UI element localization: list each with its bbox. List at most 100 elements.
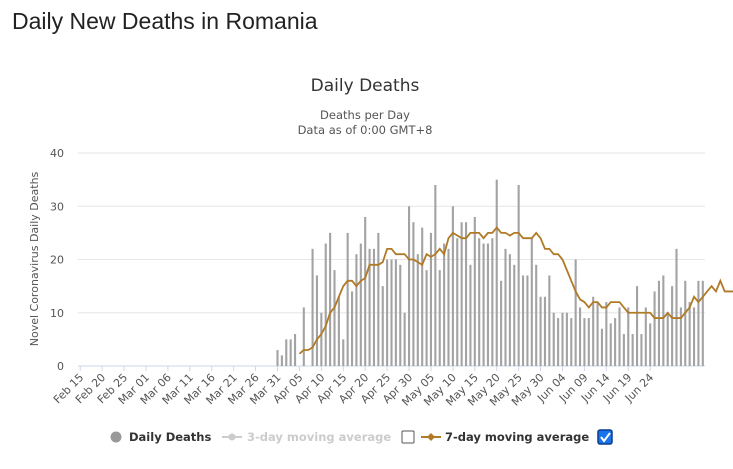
bar bbox=[574, 259, 577, 366]
bar bbox=[429, 232, 433, 366]
bar bbox=[543, 296, 547, 366]
bar bbox=[311, 248, 314, 366]
legend-7-day-label: 7-day moving average bbox=[445, 430, 589, 444]
bar bbox=[662, 275, 665, 366]
bar bbox=[302, 307, 305, 366]
y-tick-label: 0 bbox=[57, 360, 64, 373]
bar bbox=[618, 307, 621, 366]
bar bbox=[644, 307, 647, 366]
bar bbox=[381, 286, 384, 366]
bar bbox=[578, 307, 582, 366]
bar bbox=[592, 296, 595, 366]
bar bbox=[635, 286, 639, 366]
bar bbox=[350, 291, 354, 366]
bar bbox=[372, 248, 376, 366]
y-tick-label: 20 bbox=[50, 254, 64, 267]
bar bbox=[390, 259, 393, 366]
bar bbox=[561, 312, 564, 366]
ma7-checkbox-box bbox=[597, 429, 613, 445]
bar bbox=[346, 232, 349, 366]
bar bbox=[364, 216, 367, 366]
bar bbox=[653, 291, 656, 366]
bar bbox=[425, 270, 428, 366]
bar bbox=[342, 339, 345, 366]
chart-title: Daily Deaths bbox=[311, 76, 420, 96]
bar bbox=[276, 350, 279, 366]
legend-3-day-label: 3-day moving average bbox=[247, 430, 391, 444]
daily-deaths-bars bbox=[276, 179, 704, 366]
bar bbox=[605, 302, 608, 366]
moving-average-line bbox=[298, 226, 733, 355]
bar bbox=[500, 280, 503, 366]
bar bbox=[386, 259, 389, 366]
bar bbox=[552, 312, 555, 366]
bar bbox=[600, 328, 604, 366]
y-tick-label: 10 bbox=[50, 307, 64, 320]
bar bbox=[508, 254, 511, 366]
bar bbox=[622, 334, 625, 366]
ma3-checkbox[interactable] bbox=[401, 430, 415, 444]
legend-item-7-day-average[interactable]: 7-day moving average bbox=[421, 430, 589, 444]
bar bbox=[280, 355, 283, 366]
bar bbox=[456, 238, 459, 366]
bar bbox=[684, 280, 687, 366]
legend-7-day-marker bbox=[427, 433, 435, 441]
bar bbox=[416, 254, 419, 366]
bar bbox=[482, 243, 485, 366]
bar bbox=[324, 243, 327, 366]
bar bbox=[517, 184, 520, 366]
ma7-checkbox[interactable] bbox=[597, 429, 613, 445]
bar bbox=[473, 216, 476, 366]
y-tick-label: 40 bbox=[50, 147, 64, 160]
chart-subtitle-line-1: Deaths per Day bbox=[320, 108, 410, 122]
bar bbox=[675, 248, 678, 366]
bar bbox=[657, 280, 661, 366]
bar bbox=[513, 264, 516, 366]
bar bbox=[521, 275, 525, 366]
bar bbox=[557, 318, 560, 366]
legend: Daily Deaths 3-day moving average 7-day … bbox=[110, 429, 613, 445]
bar bbox=[640, 334, 643, 366]
bar bbox=[333, 270, 336, 366]
bar bbox=[315, 275, 319, 366]
bar bbox=[627, 307, 630, 366]
ma7-series-line bbox=[298, 226, 733, 355]
bar bbox=[666, 312, 669, 366]
bar bbox=[329, 232, 332, 366]
bar bbox=[565, 312, 568, 366]
legend-daily-deaths-marker bbox=[110, 431, 122, 443]
bar bbox=[692, 307, 696, 366]
bar bbox=[293, 334, 297, 366]
bar bbox=[504, 248, 507, 366]
bar bbox=[434, 184, 437, 366]
bar bbox=[679, 307, 682, 366]
bar bbox=[289, 339, 292, 366]
bar bbox=[478, 238, 481, 366]
bar bbox=[469, 264, 472, 366]
bar bbox=[447, 248, 450, 366]
bar bbox=[403, 312, 406, 366]
bar bbox=[355, 254, 358, 366]
legend-item-3-day-average[interactable]: 3-day moving average bbox=[222, 430, 391, 444]
bar bbox=[526, 275, 529, 366]
bar bbox=[596, 302, 599, 366]
bar bbox=[587, 318, 590, 366]
bar bbox=[671, 286, 674, 366]
bar bbox=[368, 248, 371, 366]
bar bbox=[438, 270, 441, 366]
bar bbox=[688, 302, 691, 366]
bar bbox=[359, 243, 362, 366]
bar bbox=[614, 318, 617, 366]
legend-item-daily-deaths[interactable]: Daily Deaths bbox=[110, 430, 212, 444]
bar bbox=[399, 264, 402, 366]
y-axis-label: Novel Coronavirus Daily Deaths bbox=[28, 171, 41, 346]
checkmark-icon bbox=[600, 432, 611, 443]
bar bbox=[285, 339, 288, 366]
bar bbox=[486, 243, 490, 366]
bar bbox=[583, 318, 586, 366]
bar bbox=[535, 264, 538, 366]
bar bbox=[377, 232, 380, 366]
y-axis-ticks: 0 10 20 30 40 bbox=[50, 147, 64, 373]
bar bbox=[337, 296, 340, 366]
